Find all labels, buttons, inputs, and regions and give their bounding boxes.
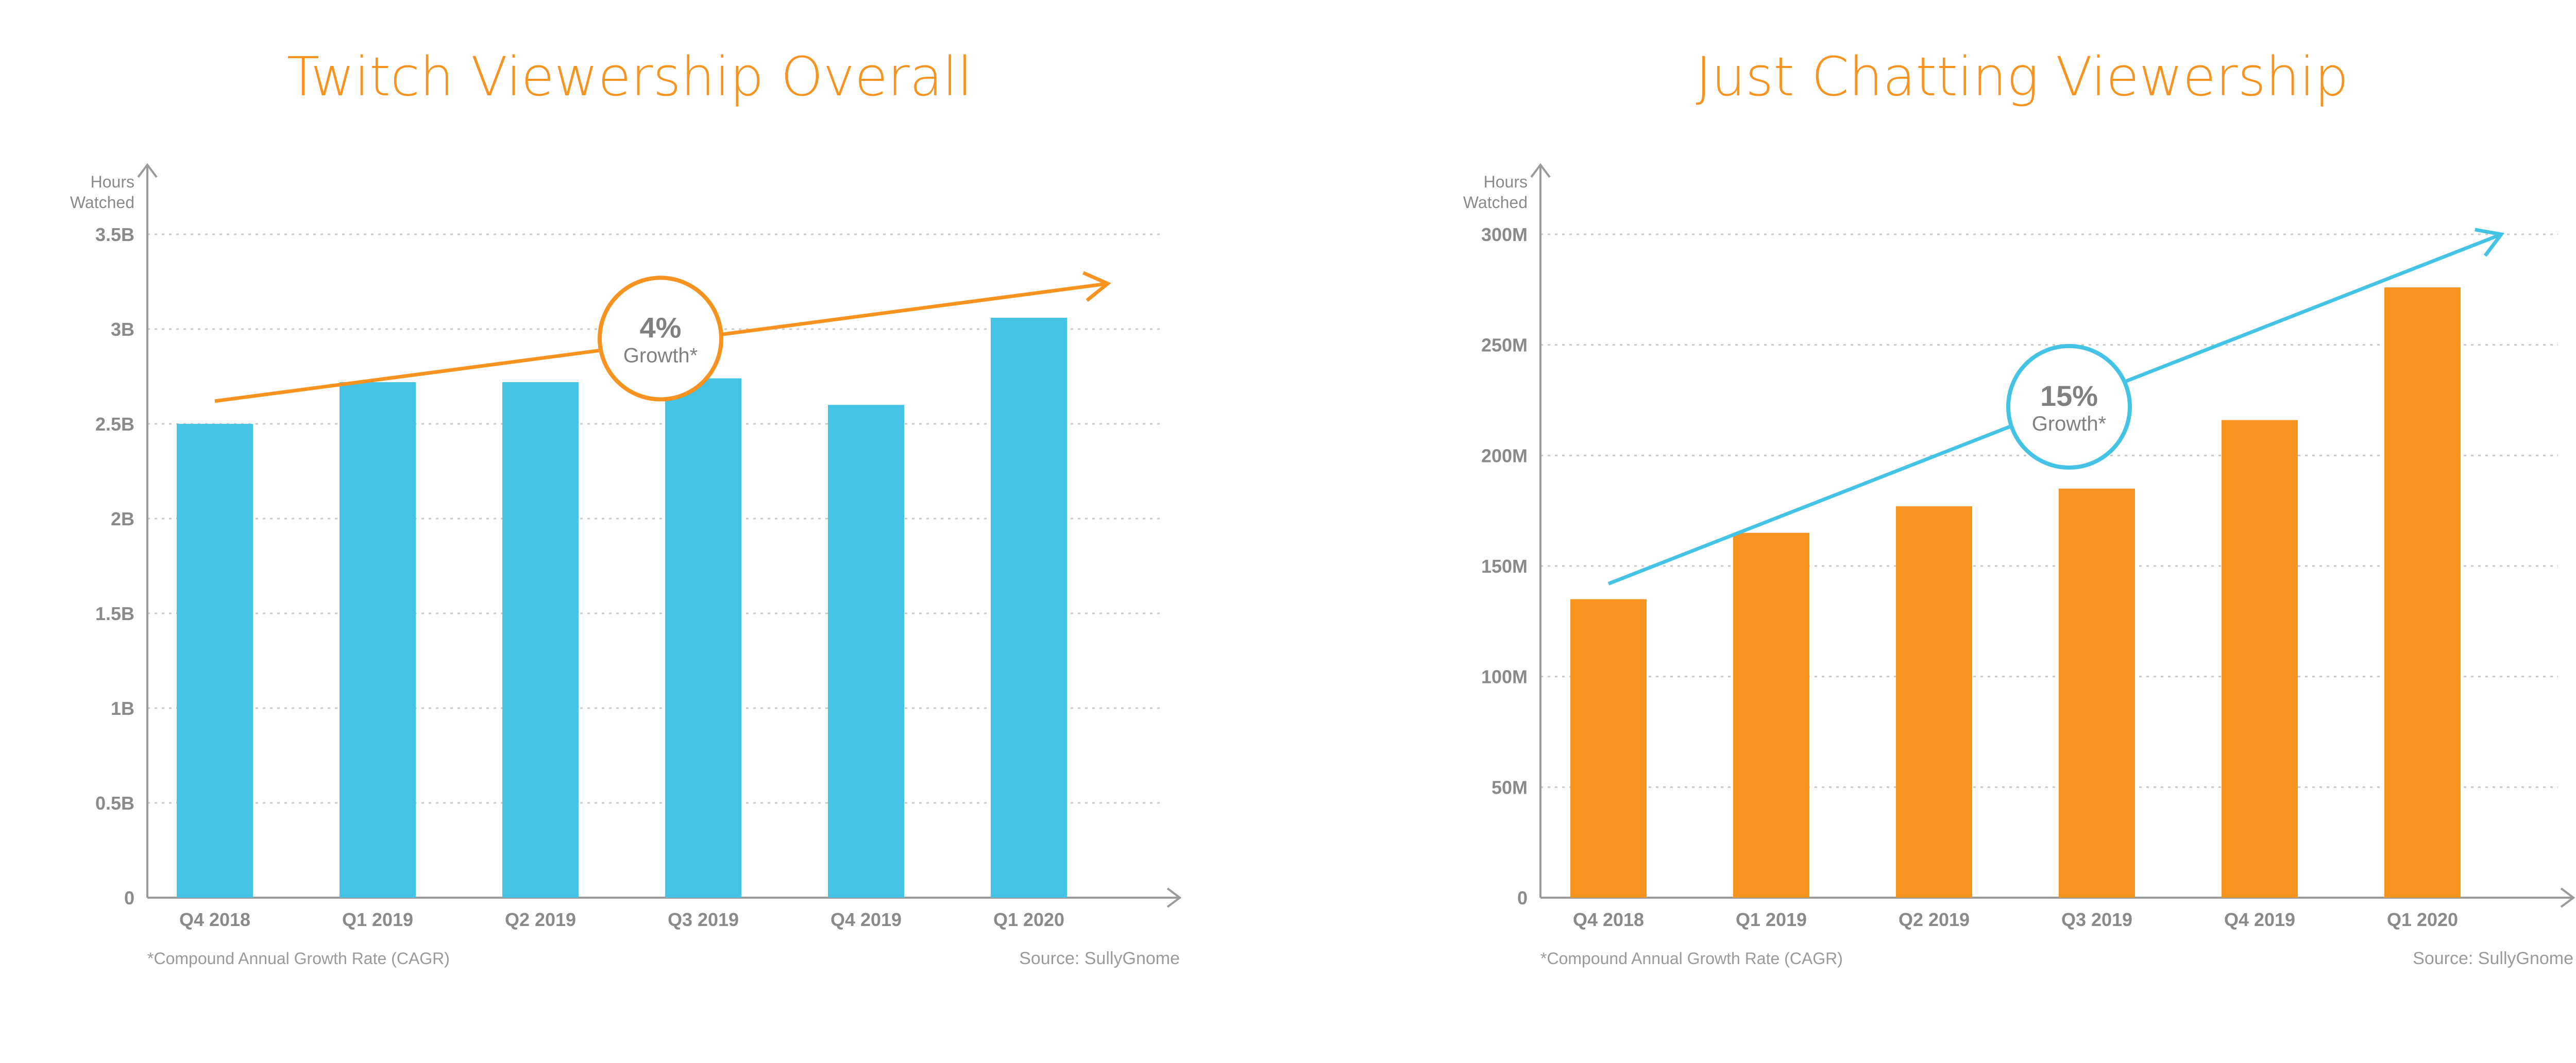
y-axis-label: Hours: [91, 173, 134, 191]
trend-arrowhead: [2475, 228, 2505, 257]
y-tick-label: 1.5B: [95, 603, 134, 624]
y-tick-label: 0.5B: [95, 793, 134, 814]
y-axis-arrow: [1530, 163, 1551, 178]
x-axis-arrow: [1166, 887, 1182, 908]
x-tick-label: Q1 2020: [2387, 909, 2458, 930]
y-axis-arrow: [137, 163, 158, 178]
x-tick-label: Q1 2019: [342, 909, 413, 930]
y-tick-label: 2B: [111, 508, 134, 529]
footnote: *Compound Annual Growth Rate (CAGR): [147, 949, 450, 968]
trend-arrowhead: [1082, 271, 1111, 302]
y-tick-label: 0: [124, 887, 134, 908]
x-tick-label: Q2 2019: [505, 909, 576, 930]
y-tick-label: 3.5B: [95, 224, 134, 245]
x-tick-label: Q1 2020: [993, 909, 1064, 930]
y-tick-label: 150M: [1481, 556, 1528, 577]
y-tick-label: 2.5B: [95, 414, 134, 435]
x-tick-label: Q4 2019: [831, 909, 902, 930]
bar: [2384, 287, 2461, 898]
bar: [665, 378, 741, 898]
x-tick-label: Q4 2019: [2224, 909, 2295, 930]
growth-value: 4%: [640, 311, 682, 344]
y-tick-label: 100M: [1481, 666, 1528, 688]
bar: [1733, 533, 1809, 898]
growth-label: Growth*: [2032, 413, 2107, 435]
chart-title: Just Chatting Viewership: [1696, 45, 2348, 108]
chart-title: Twitch Viewership Overall: [287, 45, 972, 108]
x-tick-label: Q4 2018: [179, 909, 250, 930]
bar: [2059, 488, 2135, 898]
bar: [1570, 599, 1647, 898]
growth-badge: [2006, 344, 2132, 470]
y-axis-label: Hours: [1484, 173, 1528, 191]
source-note: Source: SullyGnome: [1019, 949, 1180, 968]
bar: [502, 382, 579, 898]
y-tick-label: 0: [1517, 887, 1528, 908]
bar: [340, 382, 416, 898]
growth-badge: [598, 276, 723, 402]
x-tick-label: Q3 2019: [668, 909, 739, 930]
footnote: *Compound Annual Growth Rate (CAGR): [1540, 949, 1843, 968]
x-tick-label: Q4 2018: [1573, 909, 1644, 930]
bar: [177, 424, 253, 898]
x-axis-arrow: [2560, 887, 2575, 908]
growth-value: 15%: [2040, 380, 2098, 412]
x-tick-label: Q3 2019: [2061, 909, 2132, 930]
growth-label: Growth*: [623, 344, 698, 367]
y-tick-label: 300M: [1481, 224, 1528, 245]
bar: [1896, 506, 1972, 898]
x-tick-label: Q1 2019: [1736, 909, 1807, 930]
y-tick-label: 250M: [1481, 335, 1528, 356]
bar: [828, 405, 904, 898]
y-tick-label: 200M: [1481, 445, 1528, 466]
source-note: Source: SullyGnome: [2413, 949, 2573, 968]
chart-2: Just Chatting Viewership Hours Watched 0 50M…: [1463, 45, 2575, 968]
y-axis-label: Watched: [70, 193, 134, 212]
y-tick-label: 50M: [1492, 777, 1528, 798]
bar: [2222, 420, 2298, 898]
bar: [991, 317, 1067, 898]
y-tick-label: 1B: [111, 698, 134, 719]
x-tick-label: Q2 2019: [1899, 909, 1970, 930]
y-tick-label: 3B: [111, 319, 134, 340]
chart-1: Twitch Viewership Overall Hours Watched 0 0.…: [70, 45, 1182, 968]
y-axis-label: Watched: [1463, 193, 1528, 212]
